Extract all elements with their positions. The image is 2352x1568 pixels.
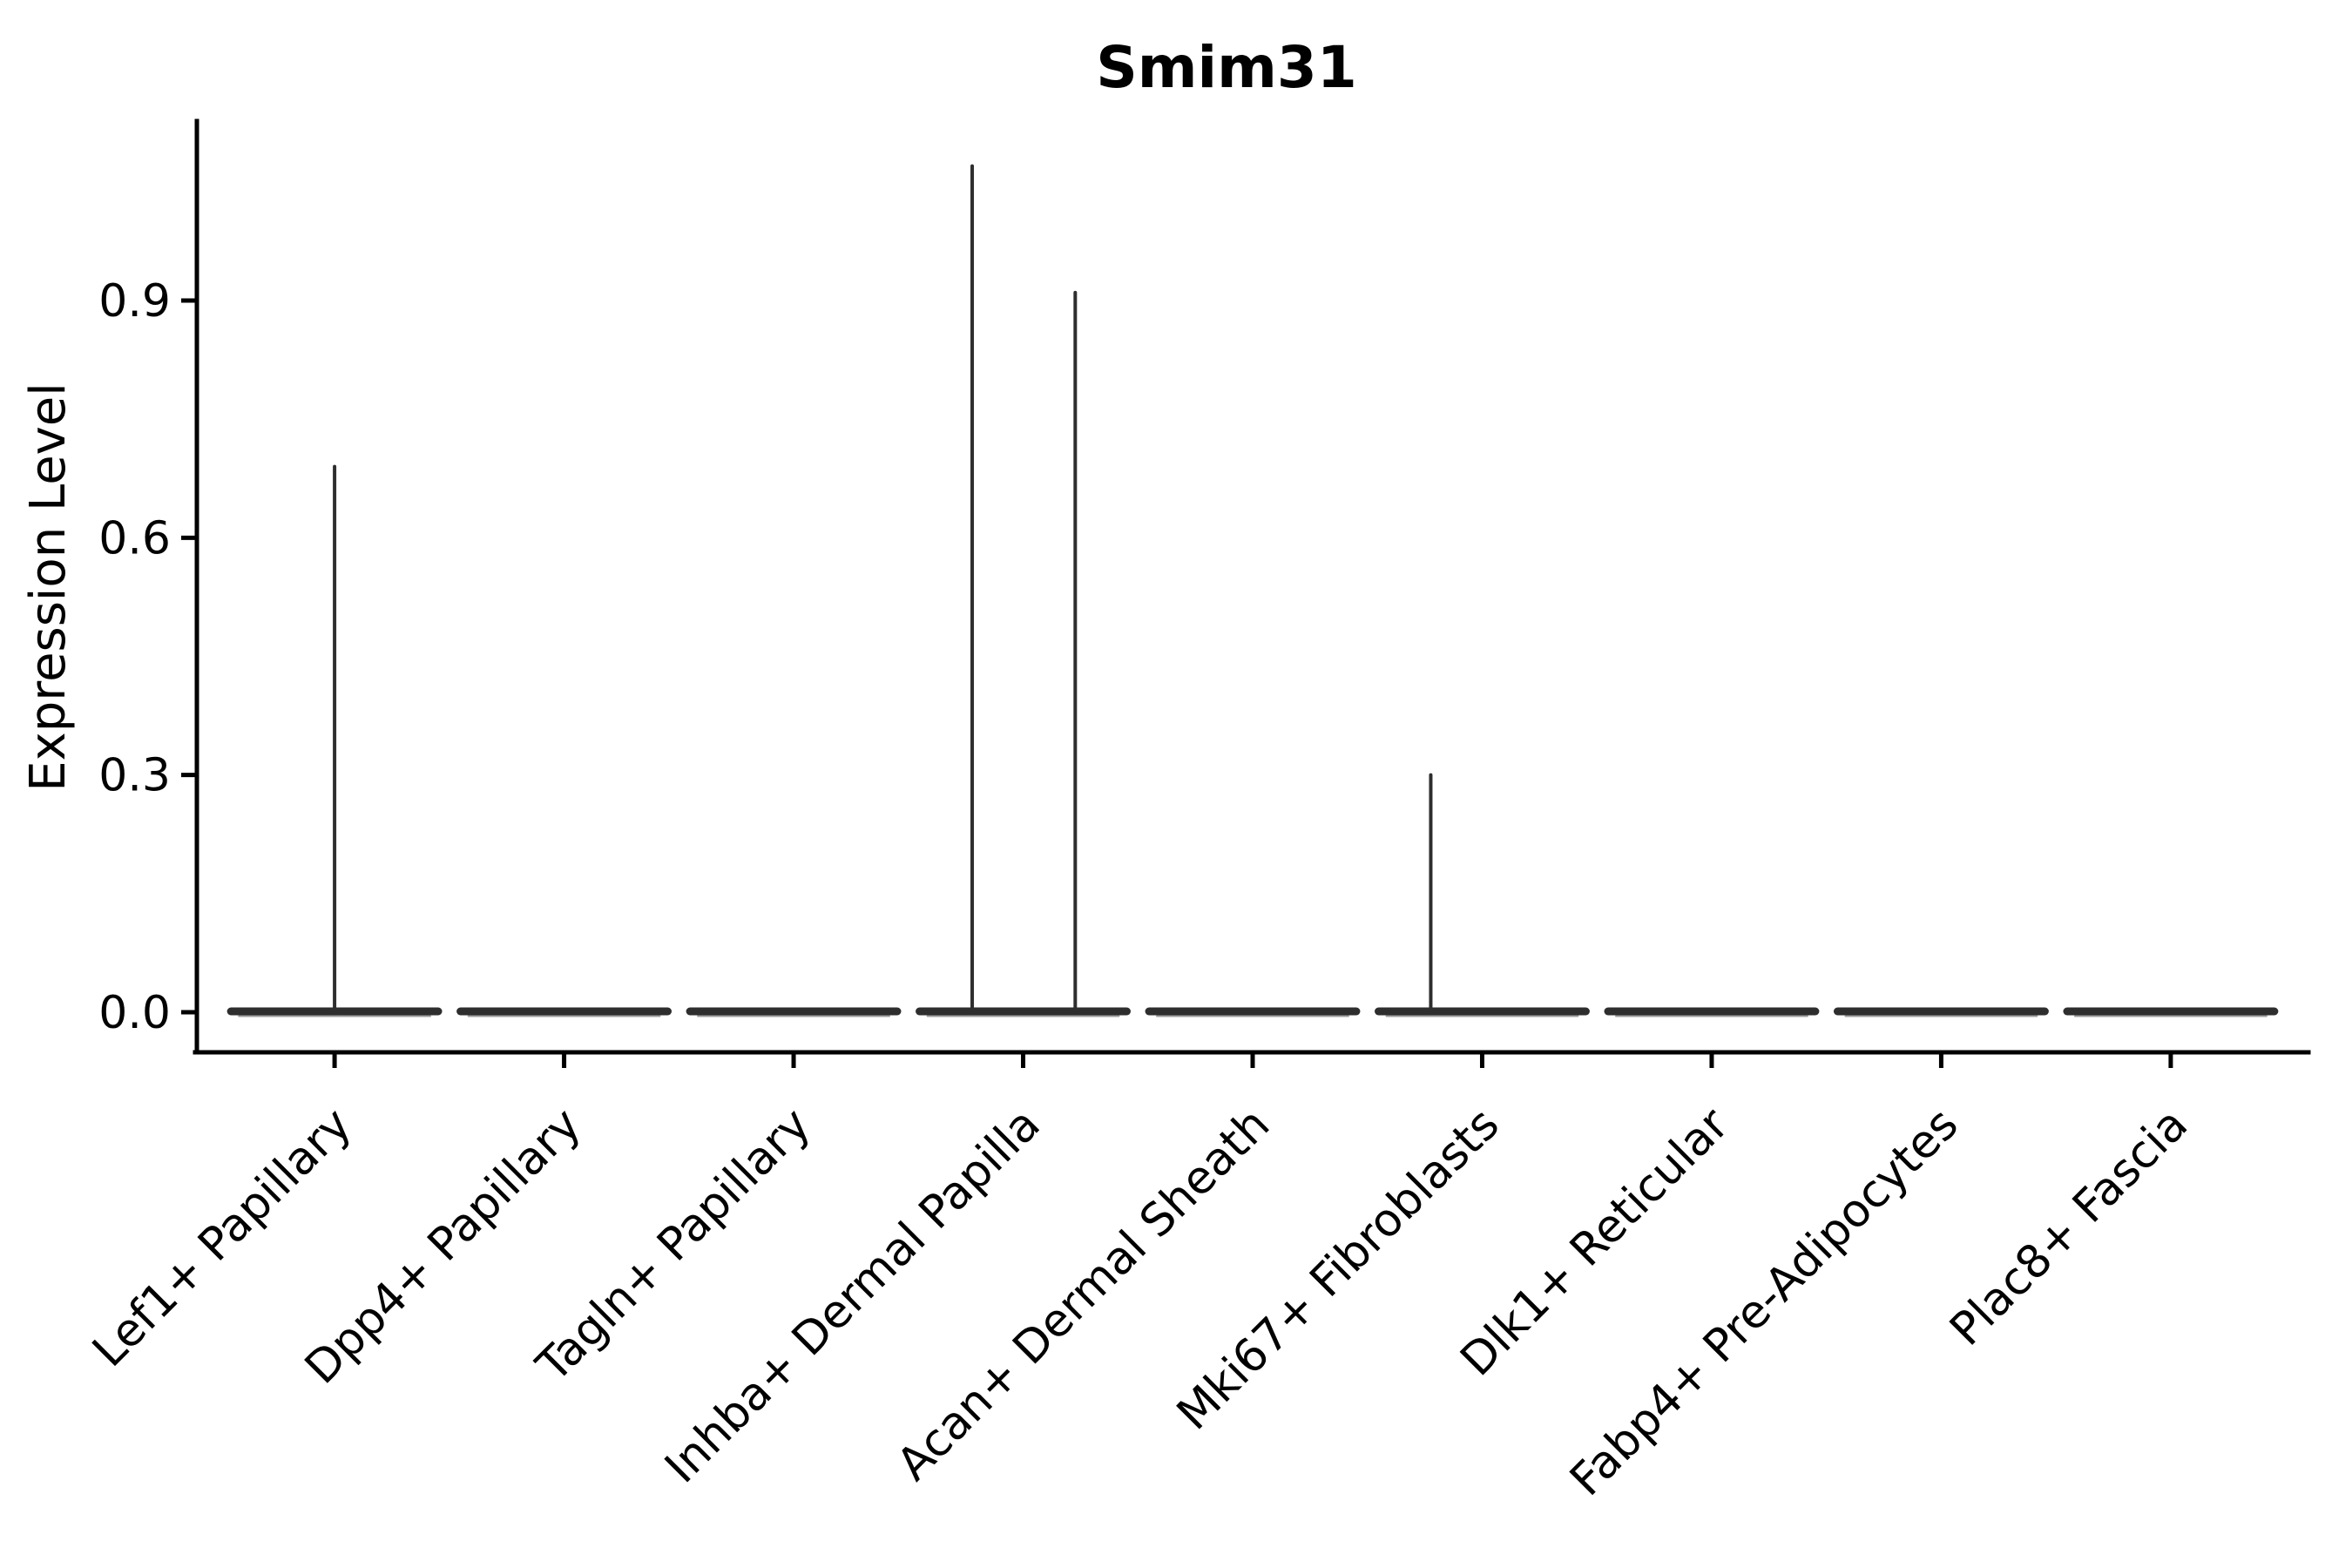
y-tick-label: 0.6 (98, 512, 171, 564)
violin (686, 1007, 902, 1017)
violin (2063, 1007, 2279, 1017)
y-tick-label: 0.9 (98, 275, 171, 328)
violin (1604, 1007, 1820, 1017)
y-axis-label: Expression Level (20, 382, 77, 792)
x-tick-label: Fabp4+ Pre-Adipocytes (1560, 1098, 1968, 1506)
violin (456, 1007, 672, 1017)
chart-title: Smim31 (1096, 34, 1357, 101)
x-tick-label: Inhba+ Dermal Papilla (655, 1098, 1050, 1493)
violin (1833, 1007, 2049, 1017)
y-tick-label: 0.3 (98, 750, 171, 802)
x-tick-label: Plac8+ Fascia (1940, 1098, 2198, 1356)
violin (1145, 1007, 1361, 1017)
y-tick-label: 0.0 (98, 987, 171, 1039)
violin (916, 164, 1131, 1017)
violin (1375, 773, 1590, 1017)
violin (226, 464, 443, 1017)
violins-layer (226, 164, 2279, 1017)
y-axis-ticks: 0.0 0.3 0.6 0.9 (98, 275, 197, 1039)
x-tick-label: Acan+ Dermal Sheath (888, 1098, 1281, 1491)
